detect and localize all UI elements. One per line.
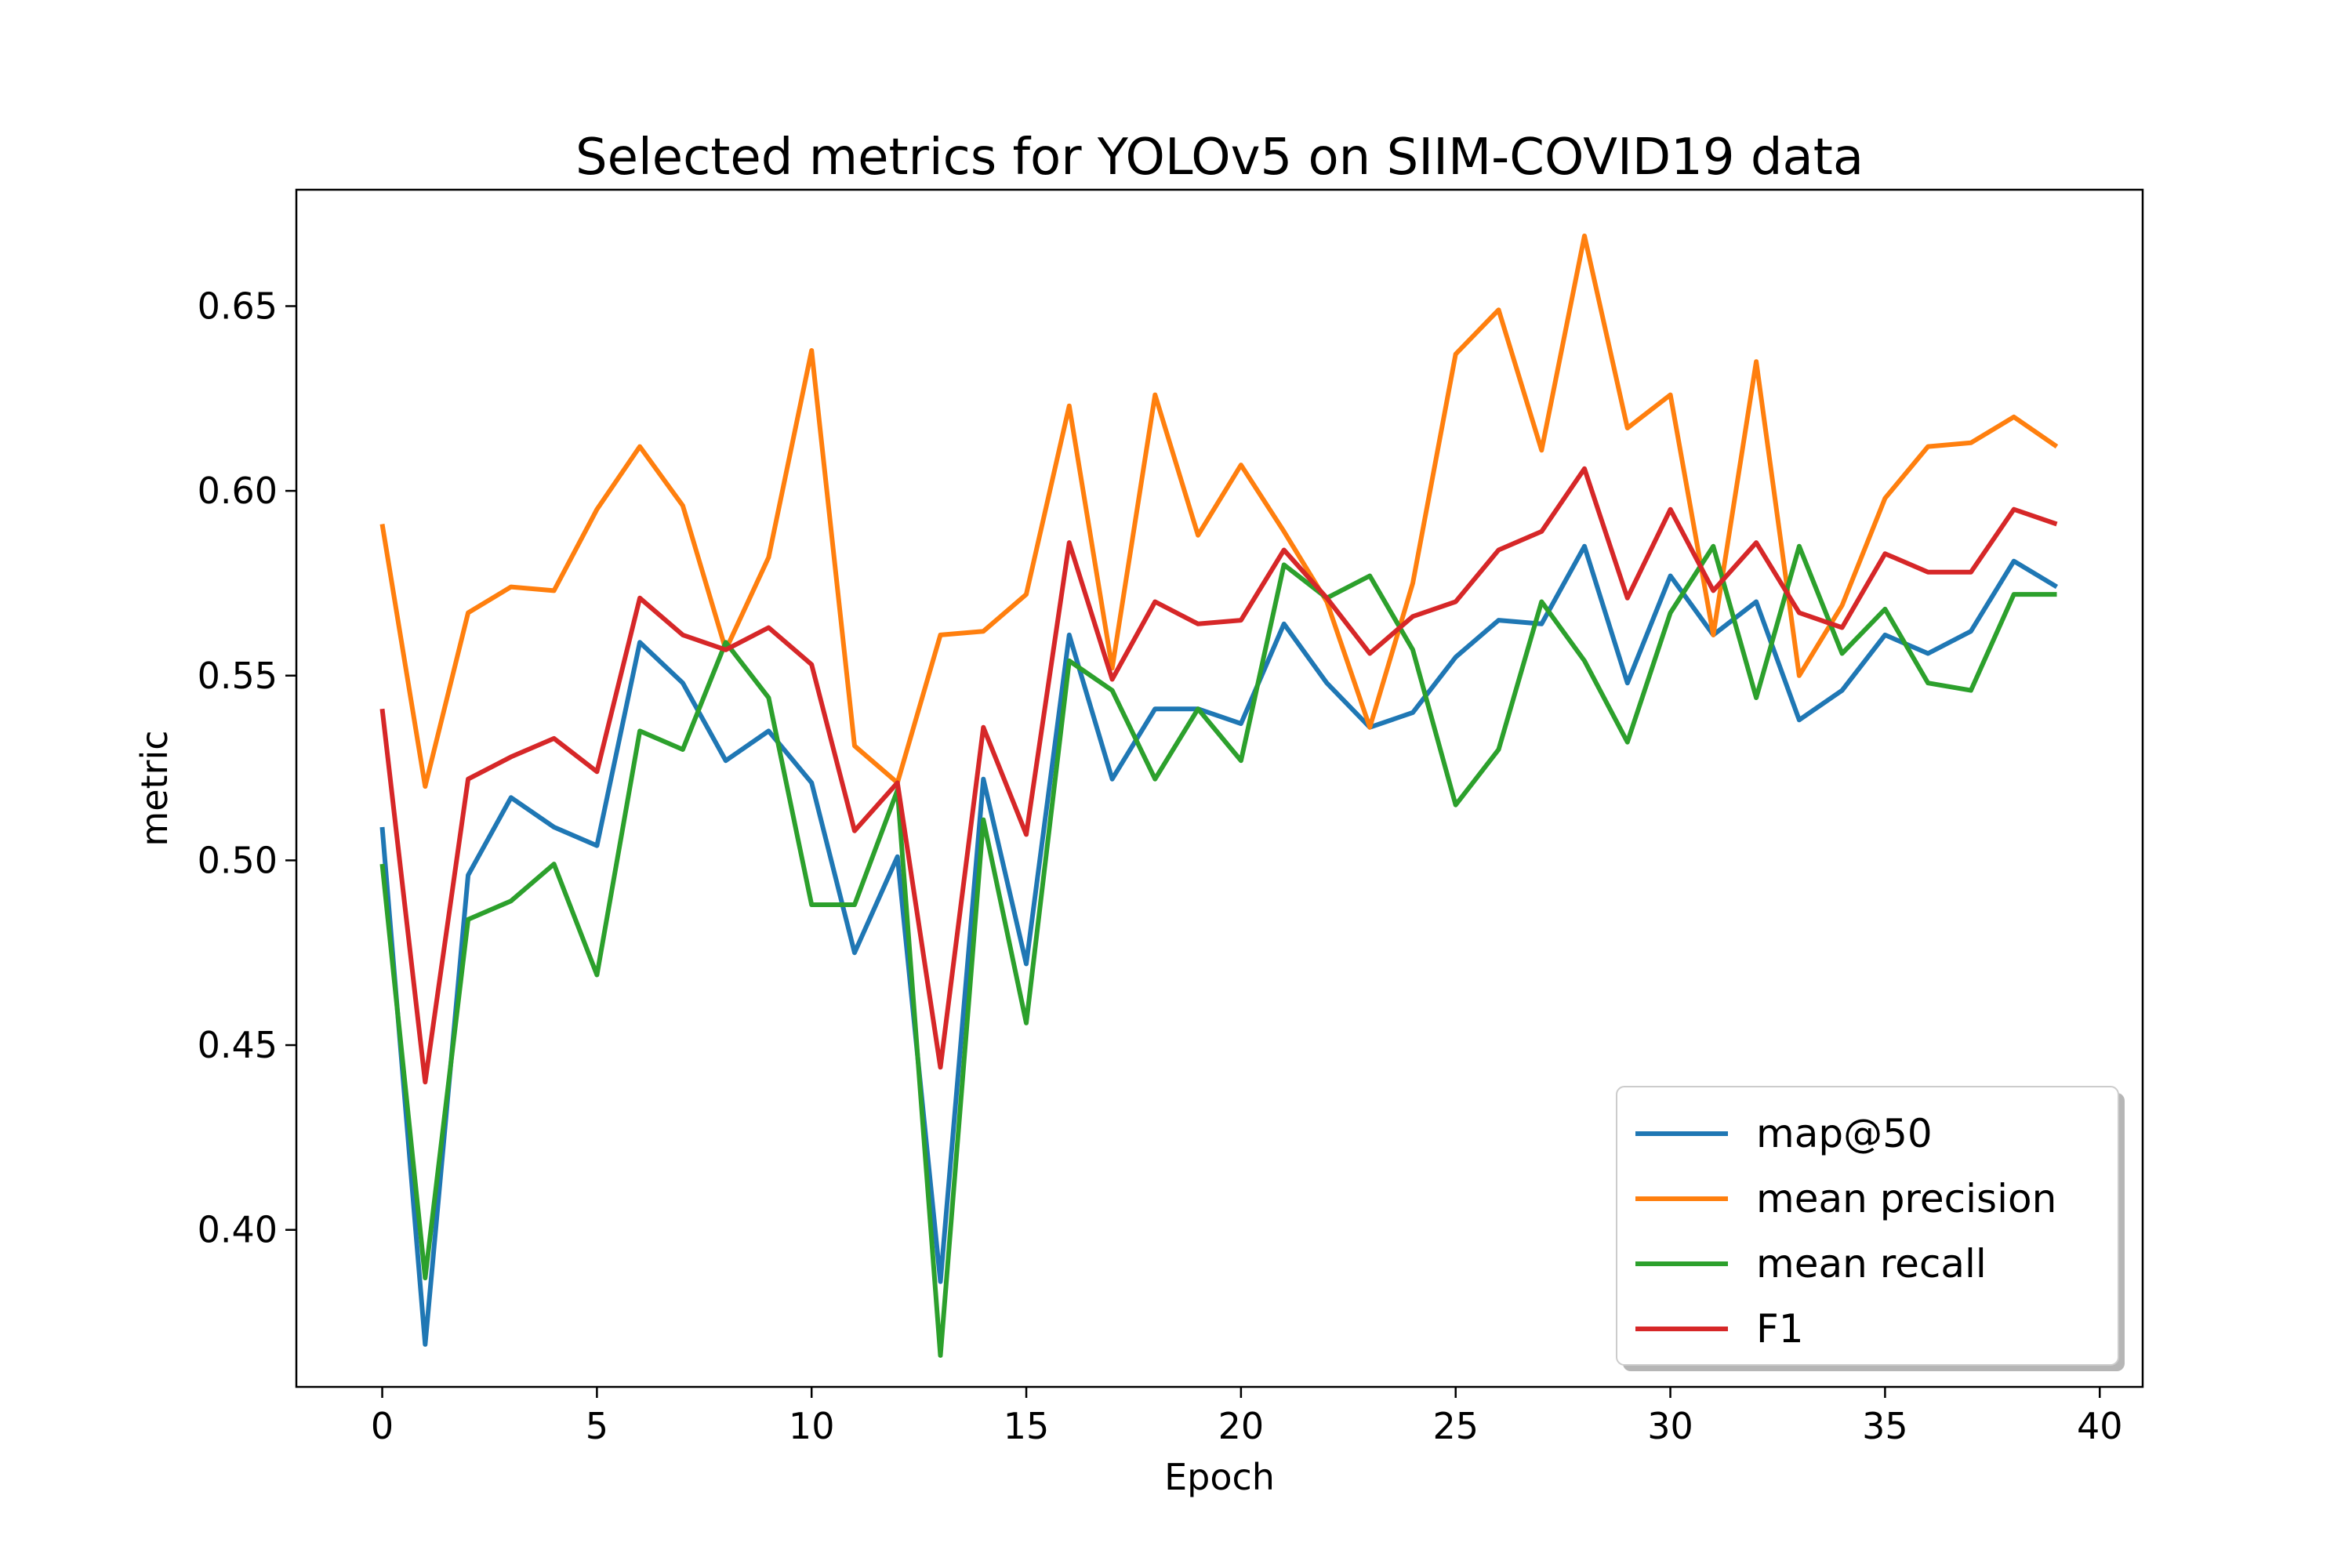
y-tick-label: 0.40	[198, 1209, 278, 1251]
x-tick-label: 35	[1862, 1405, 1908, 1447]
y-tick-label: 0.45	[198, 1024, 278, 1066]
x-tick-label: 25	[1432, 1405, 1479, 1447]
legend: map@50 mean precision mean recall F1	[1616, 1086, 2125, 1371]
y-axis: 0.40 0.45 0.50 0.55 0.60 0.65	[198, 285, 296, 1251]
y-tick-label: 0.50	[198, 839, 278, 881]
x-axis-title: Epoch	[1164, 1456, 1275, 1498]
series-line-map-50	[379, 543, 2059, 1347]
y-axis-title: metric	[133, 730, 176, 846]
y-tick-label: 0.65	[198, 285, 278, 327]
legend-label: map@50	[1756, 1111, 1933, 1156]
series-line-mean-recall	[379, 543, 2057, 1358]
x-tick-label: 5	[586, 1405, 608, 1447]
x-tick-label: 40	[2077, 1405, 2123, 1447]
x-axis: 0 5 10 15 20 25 30 35 40	[371, 1387, 2123, 1447]
x-tick-label: 20	[1218, 1405, 1265, 1447]
legend-label: mean precision	[1756, 1176, 2056, 1221]
series-line-mean-precision	[379, 233, 2059, 789]
legend-box	[1616, 1086, 2119, 1366]
plot-frame	[295, 188, 2144, 1388]
x-tick-label: 0	[371, 1405, 394, 1447]
chart-title: Selected metrics for YOLOv5 on SIIM-COVI…	[575, 129, 1864, 187]
x-tick-label: 10	[789, 1405, 835, 1447]
legend-label: F1	[1756, 1306, 1804, 1352]
x-tick-label: 30	[1647, 1405, 1693, 1447]
legend-label: mean recall	[1756, 1241, 1987, 1287]
series-line-f1	[379, 466, 2058, 1085]
x-tick-label: 15	[1004, 1405, 1050, 1447]
y-tick-label: 0.55	[198, 655, 278, 697]
plot-area	[295, 188, 2144, 1388]
y-tick-label: 0.60	[198, 470, 278, 512]
